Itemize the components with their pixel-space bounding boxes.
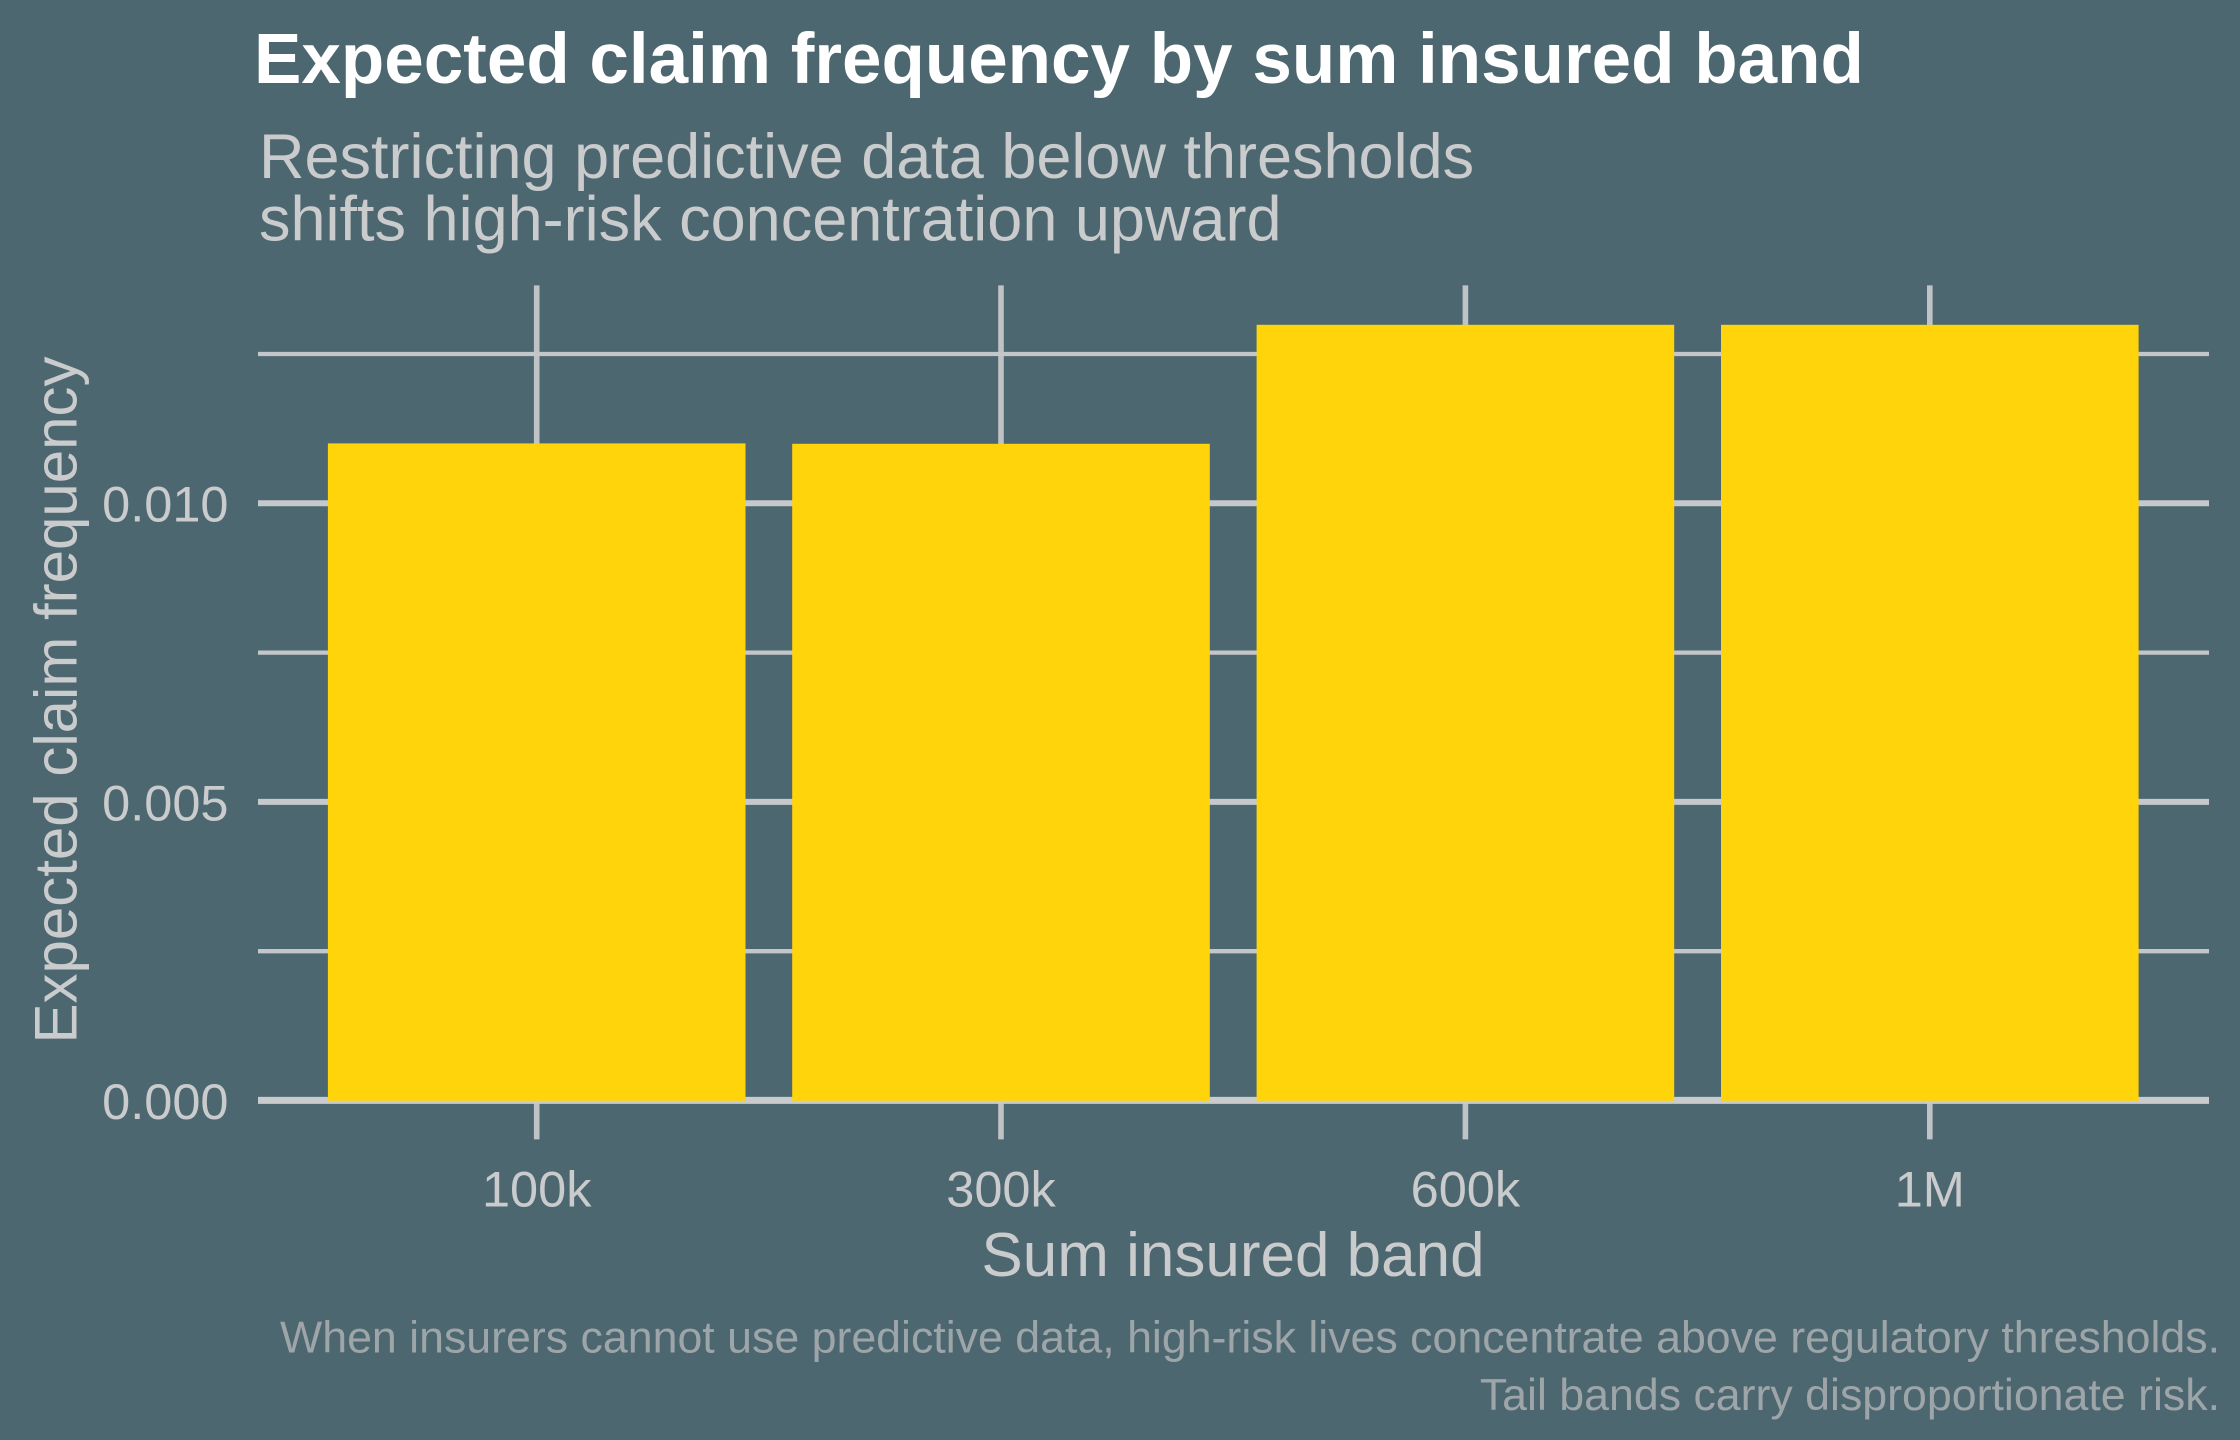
svg-text:Expected claim frequency: Expected claim frequency bbox=[23, 356, 90, 1043]
svg-text:Tail bands carry disproportion: Tail bands carry disproportionate risk. bbox=[1480, 1371, 2220, 1420]
svg-text:Restricting predictive data be: Restricting predictive data below thresh… bbox=[259, 122, 1474, 192]
svg-text:Sum insured band: Sum insured band bbox=[981, 1221, 1484, 1290]
svg-text:0.005: 0.005 bbox=[102, 774, 228, 831]
svg-text:300k: 300k bbox=[946, 1161, 1056, 1218]
svg-text:0.000: 0.000 bbox=[102, 1073, 228, 1130]
svg-text:0.010: 0.010 bbox=[102, 476, 228, 533]
svg-text:shifts high-risk concentration: shifts high-risk concentration upward bbox=[259, 185, 1282, 255]
svg-text:600k: 600k bbox=[1411, 1161, 1521, 1218]
svg-text:1M: 1M bbox=[1895, 1161, 1965, 1218]
svg-text:100k: 100k bbox=[482, 1161, 592, 1218]
svg-text:When insurers cannot use predi: When insurers cannot use predictive data… bbox=[280, 1313, 2220, 1362]
svg-text:Expected claim frequency by su: Expected claim frequency by sum insured … bbox=[254, 20, 1864, 99]
